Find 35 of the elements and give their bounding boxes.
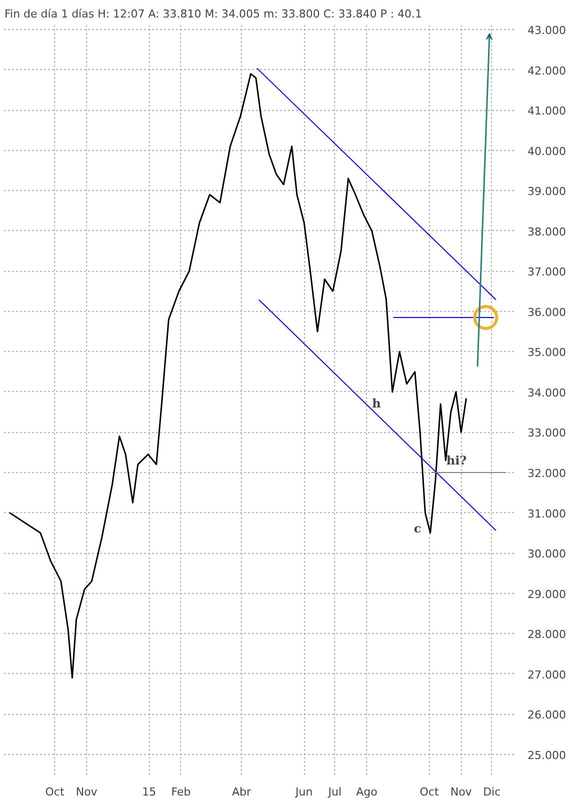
y-tick-label: 38.000 xyxy=(528,225,566,238)
y-tick-label: 36.000 xyxy=(528,306,566,319)
y-tick-label: 35.000 xyxy=(528,346,566,360)
y-tick-label: 29.000 xyxy=(528,588,566,601)
x-tick-label: Nov xyxy=(76,786,98,798)
x-tick-label: Abr xyxy=(232,786,252,798)
x-tick-label: Oct xyxy=(420,786,440,798)
x-tick-label: Feb xyxy=(171,786,191,798)
y-tick-label: 33.000 xyxy=(528,426,566,440)
y-tick-label: 34.000 xyxy=(528,386,566,400)
y-tick-label: 43.000 xyxy=(528,24,566,38)
y-tick-label: 31.000 xyxy=(528,507,566,520)
x-tick-label: Ago xyxy=(356,786,378,798)
y-tick-label: 41.000 xyxy=(528,104,566,118)
y-tick-label: 42.000 xyxy=(528,64,566,78)
y-tick-label: 39.000 xyxy=(528,185,566,198)
chart-title: Fin de día 1 días H: 12:07 A: 33.810 M: 34.005 m: 33.800 C: 33.840 P : 40.1 xyxy=(4,8,422,20)
y-tick-label: 32.000 xyxy=(528,466,566,480)
y-tick-label: 27.000 xyxy=(528,668,566,682)
y-tick-label: 40.000 xyxy=(528,144,566,158)
x-tick-label: Jul xyxy=(327,786,342,798)
line-series xyxy=(8,73,467,679)
y-tick-label: 26.000 xyxy=(528,708,566,722)
y-tick-label: 30.000 xyxy=(528,548,566,561)
x-tick-label: Nov xyxy=(450,786,472,798)
y-tick-label: 28.000 xyxy=(528,628,566,642)
annotation: hi? xyxy=(446,454,467,468)
x-tick-label: Oct xyxy=(45,786,65,798)
x-tick-label: Jun xyxy=(294,786,313,798)
x-tick-label: Dic xyxy=(483,786,501,798)
annotation: c xyxy=(414,522,422,536)
annotation: h xyxy=(372,396,382,410)
y-tick-label: 25.000 xyxy=(528,748,566,762)
y-tick-label: 37.000 xyxy=(528,266,566,279)
x-tick-label: 15 xyxy=(142,786,156,798)
